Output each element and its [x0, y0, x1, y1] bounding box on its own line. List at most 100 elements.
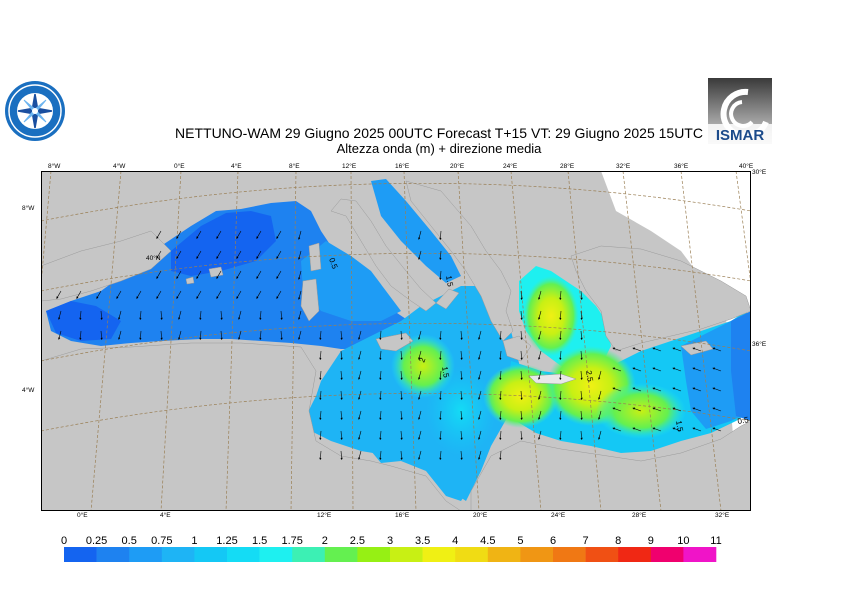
lon-label: 16°E [395, 163, 410, 170]
lon-label: 12°E [317, 512, 332, 519]
direction-arrow [196, 290, 202, 299]
direction-arrow [58, 310, 62, 320]
contour-labels: 0.5 1.5 1.5 2 2.5 1.5 0.5 [327, 257, 750, 433]
direction-arrow [559, 350, 562, 361]
alboran-sea [46, 301, 121, 341]
direction-arrow [340, 430, 343, 441]
direction-arrow [598, 430, 602, 440]
direction-arrow [379, 330, 382, 341]
lon-label: 16°E [395, 512, 410, 519]
lat-label: 4°W [22, 387, 35, 394]
lon-label: 32°E [715, 512, 730, 519]
lon-label: 28°E [632, 512, 647, 519]
direction-arrow [79, 330, 82, 341]
direction-arrow [178, 330, 182, 340]
legend-label: 7 [582, 535, 589, 547]
direction-arrow [632, 367, 642, 372]
direction-arrow [478, 330, 482, 340]
direction-arrow [632, 407, 642, 412]
direction-arrow [520, 430, 523, 441]
direction-arrow [632, 347, 642, 352]
legend-swatch [455, 547, 489, 562]
legend-label: 1.75 [281, 535, 303, 547]
direction-arrow [520, 330, 523, 341]
legend-label: 11 [710, 535, 722, 547]
direction-arrow [580, 330, 583, 341]
direction-arrow [712, 367, 722, 372]
gulf-of-sidra [371, 441, 471, 501]
lon-label: 24°E [551, 512, 566, 519]
direction-arrow [460, 450, 463, 461]
direction-arrow [712, 387, 722, 392]
direction-arrow [478, 370, 482, 380]
legend-label: 4.5 [480, 535, 496, 547]
direction-arrow [236, 270, 242, 279]
lon-label: 36°E [674, 163, 689, 170]
direction-arrow [672, 347, 682, 352]
legend-label: 9 [647, 535, 654, 547]
direction-arrow [652, 387, 662, 392]
direction-arrow [418, 250, 422, 260]
direction-arrow [460, 370, 463, 381]
direction-arrow [652, 347, 662, 352]
direction-arrow [538, 370, 542, 380]
direction-arrow [418, 370, 422, 380]
direction-arrow [259, 310, 262, 321]
land-masses [41, 180, 751, 511]
adriatic-sea [371, 179, 461, 283]
direction-arrow [400, 410, 403, 421]
direction-arrow [319, 450, 322, 461]
legend-swatch [683, 547, 717, 562]
legend-swatch [129, 547, 163, 562]
direction-arrow [319, 390, 322, 401]
direction-arrow [319, 330, 322, 341]
direction-arrow [220, 330, 223, 341]
direction-arrow [692, 367, 702, 372]
direction-arrow [76, 290, 82, 299]
legend-swatch [259, 547, 293, 562]
direction-arrow [156, 250, 162, 259]
direction-arrow [478, 430, 482, 440]
direction-arrow [238, 310, 242, 320]
map-subtitle: Altezza onda (m) + direzione media [336, 141, 542, 156]
direction-arrow [580, 430, 583, 441]
direction-arrow [520, 350, 523, 361]
direction-arrow [319, 370, 322, 381]
direction-arrow [439, 410, 442, 421]
direction-arrow [418, 350, 422, 360]
direction-arrow [236, 290, 242, 299]
direction-arrow [358, 350, 362, 360]
direction-arrow [580, 370, 583, 381]
legend-label: 4 [452, 535, 459, 547]
institute-logo [5, 81, 65, 141]
direction-arrow [499, 370, 502, 381]
direction-arrow [672, 367, 682, 372]
lon-label: 28°E [560, 163, 575, 170]
direction-arrow [520, 310, 523, 321]
lon-label: 0°E [77, 512, 88, 519]
lon-label: 4°E [160, 512, 171, 519]
contour-label: 2.5 [584, 370, 595, 383]
direction-arrow [672, 407, 682, 412]
legend-swatch [324, 547, 358, 562]
lon-label: 8°W [48, 163, 61, 170]
direction-arrow [418, 390, 422, 400]
legend-label: 0 [60, 535, 68, 547]
direction-arrow [340, 390, 343, 401]
direction-arrow [499, 410, 502, 421]
legend-swatch [422, 547, 456, 562]
direction-arrow [418, 450, 422, 460]
direction-arrow [196, 270, 202, 279]
graticule [41, 171, 751, 511]
direction-arrow [236, 230, 242, 239]
direction-arrow [276, 270, 282, 279]
direction-arrow [136, 290, 142, 299]
direction-arrow [298, 310, 302, 320]
legend-swatch [292, 547, 326, 562]
legend-swatch [194, 547, 228, 562]
direction-arrow [652, 407, 662, 412]
direction-arrow [319, 410, 322, 421]
direction-arrow [400, 450, 403, 461]
direction-arrow [358, 430, 362, 440]
direction-arrow [216, 230, 222, 239]
